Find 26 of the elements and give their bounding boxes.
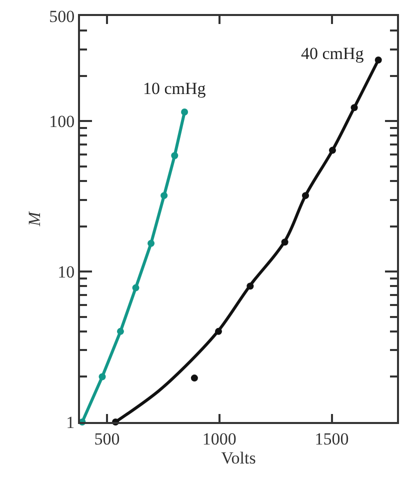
point xyxy=(160,192,168,200)
x-tick-label: 1500 xyxy=(314,429,349,448)
point xyxy=(214,328,222,335)
x-axis-title: Volts xyxy=(221,448,256,468)
y-tick-label: 10 xyxy=(58,262,75,282)
point xyxy=(302,192,309,200)
x-tick-label: 1000 xyxy=(202,429,236,448)
point xyxy=(190,374,198,382)
point xyxy=(328,146,336,154)
y-tick-label: 1 xyxy=(66,412,75,432)
point xyxy=(148,240,155,247)
point xyxy=(181,108,188,116)
y-tick-label: 100 xyxy=(49,112,75,132)
series-label: 40 cmHg xyxy=(301,44,364,63)
point xyxy=(132,284,140,292)
series-label: 10 cmHg xyxy=(143,79,206,98)
point xyxy=(116,328,124,335)
x-tick-label: 500 xyxy=(94,429,120,448)
point xyxy=(350,104,358,112)
point xyxy=(374,56,382,64)
point xyxy=(98,373,106,380)
y-tick-label: 500 xyxy=(49,6,75,26)
y-axis-title: M xyxy=(25,211,44,228)
point xyxy=(171,152,178,160)
point xyxy=(246,282,254,290)
point xyxy=(281,238,288,246)
